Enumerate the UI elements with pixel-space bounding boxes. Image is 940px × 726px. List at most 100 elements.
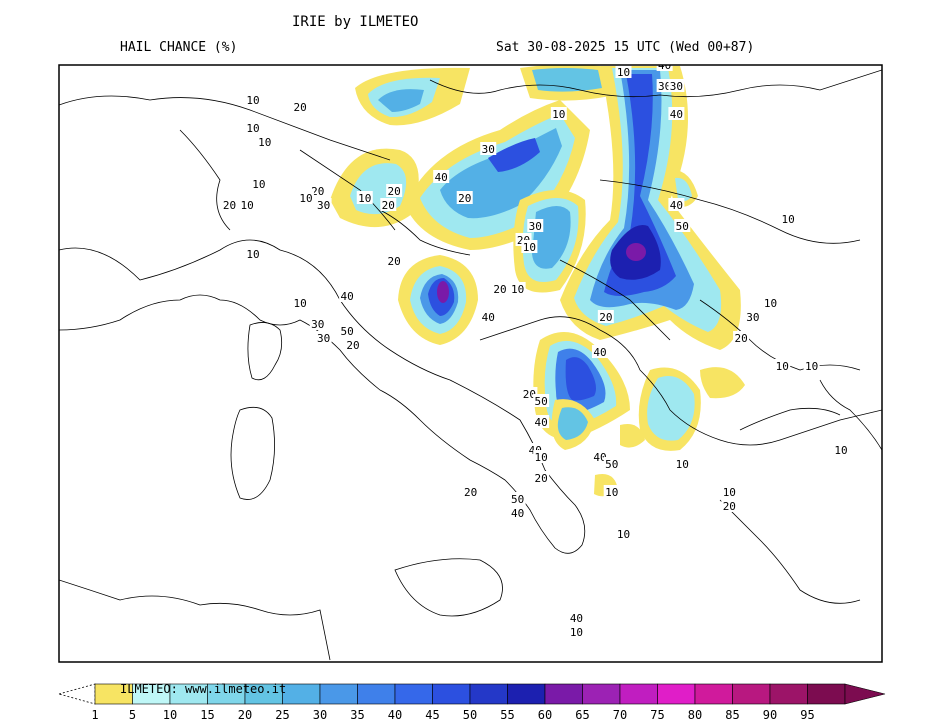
contour-label-bg: [297, 191, 314, 204]
contour-label-bg: [833, 443, 850, 456]
contour-label: 10: [776, 360, 789, 373]
contour-label-bg: [550, 107, 567, 120]
coastline-outlines: [59, 69, 882, 661]
contour-label-bg: [533, 450, 550, 463]
contour-label-bg: [386, 184, 403, 197]
contour-label-bg: [315, 331, 332, 344]
contour-label: 20: [464, 486, 477, 499]
contour-label: 10: [258, 136, 271, 149]
contour-label-bg: [292, 296, 309, 309]
legend-swatch: [432, 683, 471, 705]
legend-tick-label: 15: [200, 708, 214, 722]
contour-label-bg: [245, 121, 262, 134]
contour-label-bg: [733, 331, 750, 344]
contour-label-bg: [509, 506, 526, 519]
contour-label: 10: [511, 283, 524, 296]
legend-tick-label: 35: [350, 708, 364, 722]
legend-swatch: [394, 683, 433, 705]
contour-label: 30: [317, 199, 330, 212]
contour-label: 20: [388, 185, 401, 198]
contour-label: 10: [246, 122, 259, 135]
contour-label: 10: [570, 626, 583, 639]
contour-label-bg: [315, 198, 332, 211]
legend-tick-label: 10: [163, 708, 177, 722]
contour-label-bg: [492, 282, 508, 295]
contour-label: 40: [593, 346, 606, 359]
contour-label-bg: [656, 65, 673, 71]
contour-label: 10: [617, 66, 630, 79]
contour-label: 40: [658, 59, 671, 72]
contour-label: 40: [570, 612, 583, 625]
contour-label-bg: [380, 198, 397, 211]
contour-label-bg: [674, 219, 691, 232]
contour-label: 10: [676, 458, 689, 471]
color-legend: 1 5 10 15 20 25 30 35 40 45 50 55 60 65 70 75 80 85 90 95: [57, 683, 886, 722]
contour-label-bg: [509, 282, 526, 295]
contour-label-bg: [668, 107, 685, 120]
contour-label-bg: [456, 191, 473, 204]
contour-label: 20: [311, 185, 324, 198]
contour-label: 30: [746, 311, 759, 324]
valid-time: Sat 30-08-2025 15 UTC (Wed 00+87): [496, 40, 755, 55]
contour-label: 50: [511, 493, 524, 506]
contour-label-bg: [721, 499, 738, 512]
contour-label: 40: [535, 416, 548, 429]
contour-label-bg: [356, 191, 373, 204]
contour-label-bg: [591, 345, 608, 358]
contour-label-bg: [533, 415, 550, 428]
contour-label-bg: [239, 198, 256, 211]
contour-label-bg: [462, 485, 479, 498]
legend-tick-label: 70: [613, 708, 627, 722]
legend-tick-label: 75: [650, 708, 664, 722]
legend-swatch: [507, 683, 546, 705]
contour-label-bg: [309, 317, 326, 330]
contour-label-bg: [803, 359, 820, 372]
legend-swatch: [282, 683, 321, 705]
contour-label: 30: [482, 143, 495, 156]
contour-label-bg: [762, 296, 779, 309]
contour-label: 40: [511, 507, 524, 520]
contour-label: 50: [535, 395, 548, 408]
legend-left-arrow: [57, 683, 96, 705]
contour-label: 30: [670, 80, 683, 93]
legend-swatch: [619, 683, 658, 705]
contour-label: 20: [723, 500, 736, 513]
contour-label-bg: [744, 310, 761, 323]
contour-label: 50: [605, 458, 618, 471]
contour-label: 10: [781, 213, 794, 226]
legend-tick-label: 90: [763, 708, 777, 722]
legend-tick-label: 95: [800, 708, 814, 722]
contour-label: 30: [317, 332, 330, 345]
contour-label-bg: [480, 142, 497, 155]
contour-label-bg: [480, 310, 497, 323]
contour-label-bg: [245, 247, 262, 260]
legend-credit: ILMETEO: www.ilmeteo.it: [120, 682, 287, 696]
legend-tick-label: 60: [538, 708, 552, 722]
contour-label: 20: [458, 192, 471, 205]
contour-label: 20: [346, 339, 359, 352]
contour-label-bg: [615, 65, 632, 78]
contour-label: 40: [593, 451, 606, 464]
contour-label: 40: [670, 108, 683, 121]
contour-label-bg: [509, 492, 526, 505]
map-border: [58, 64, 883, 663]
contour-label: 20: [223, 199, 236, 212]
contour-label: 10: [723, 486, 736, 499]
legend-tick-label: 80: [688, 708, 702, 722]
contour-label: 20: [382, 199, 395, 212]
legend-tick-label: 45: [425, 708, 439, 722]
contour-label: 10: [293, 297, 306, 310]
legend-swatch: [544, 683, 583, 705]
contour-label-bg: [433, 170, 450, 183]
contour-label-bg: [250, 177, 267, 190]
legend-tick-label: 85: [725, 708, 739, 722]
contour-label: 30: [529, 220, 542, 233]
contour-label: 40: [435, 171, 448, 184]
contour-label: 10: [246, 248, 259, 261]
legend-right-arrow: [844, 683, 886, 705]
contour-label-bg: [245, 93, 262, 106]
contour-label-bg: [603, 457, 620, 470]
contour-label-bg: [521, 240, 538, 253]
legend-swatch: [769, 683, 808, 705]
contour-label-bg: [568, 611, 585, 624]
